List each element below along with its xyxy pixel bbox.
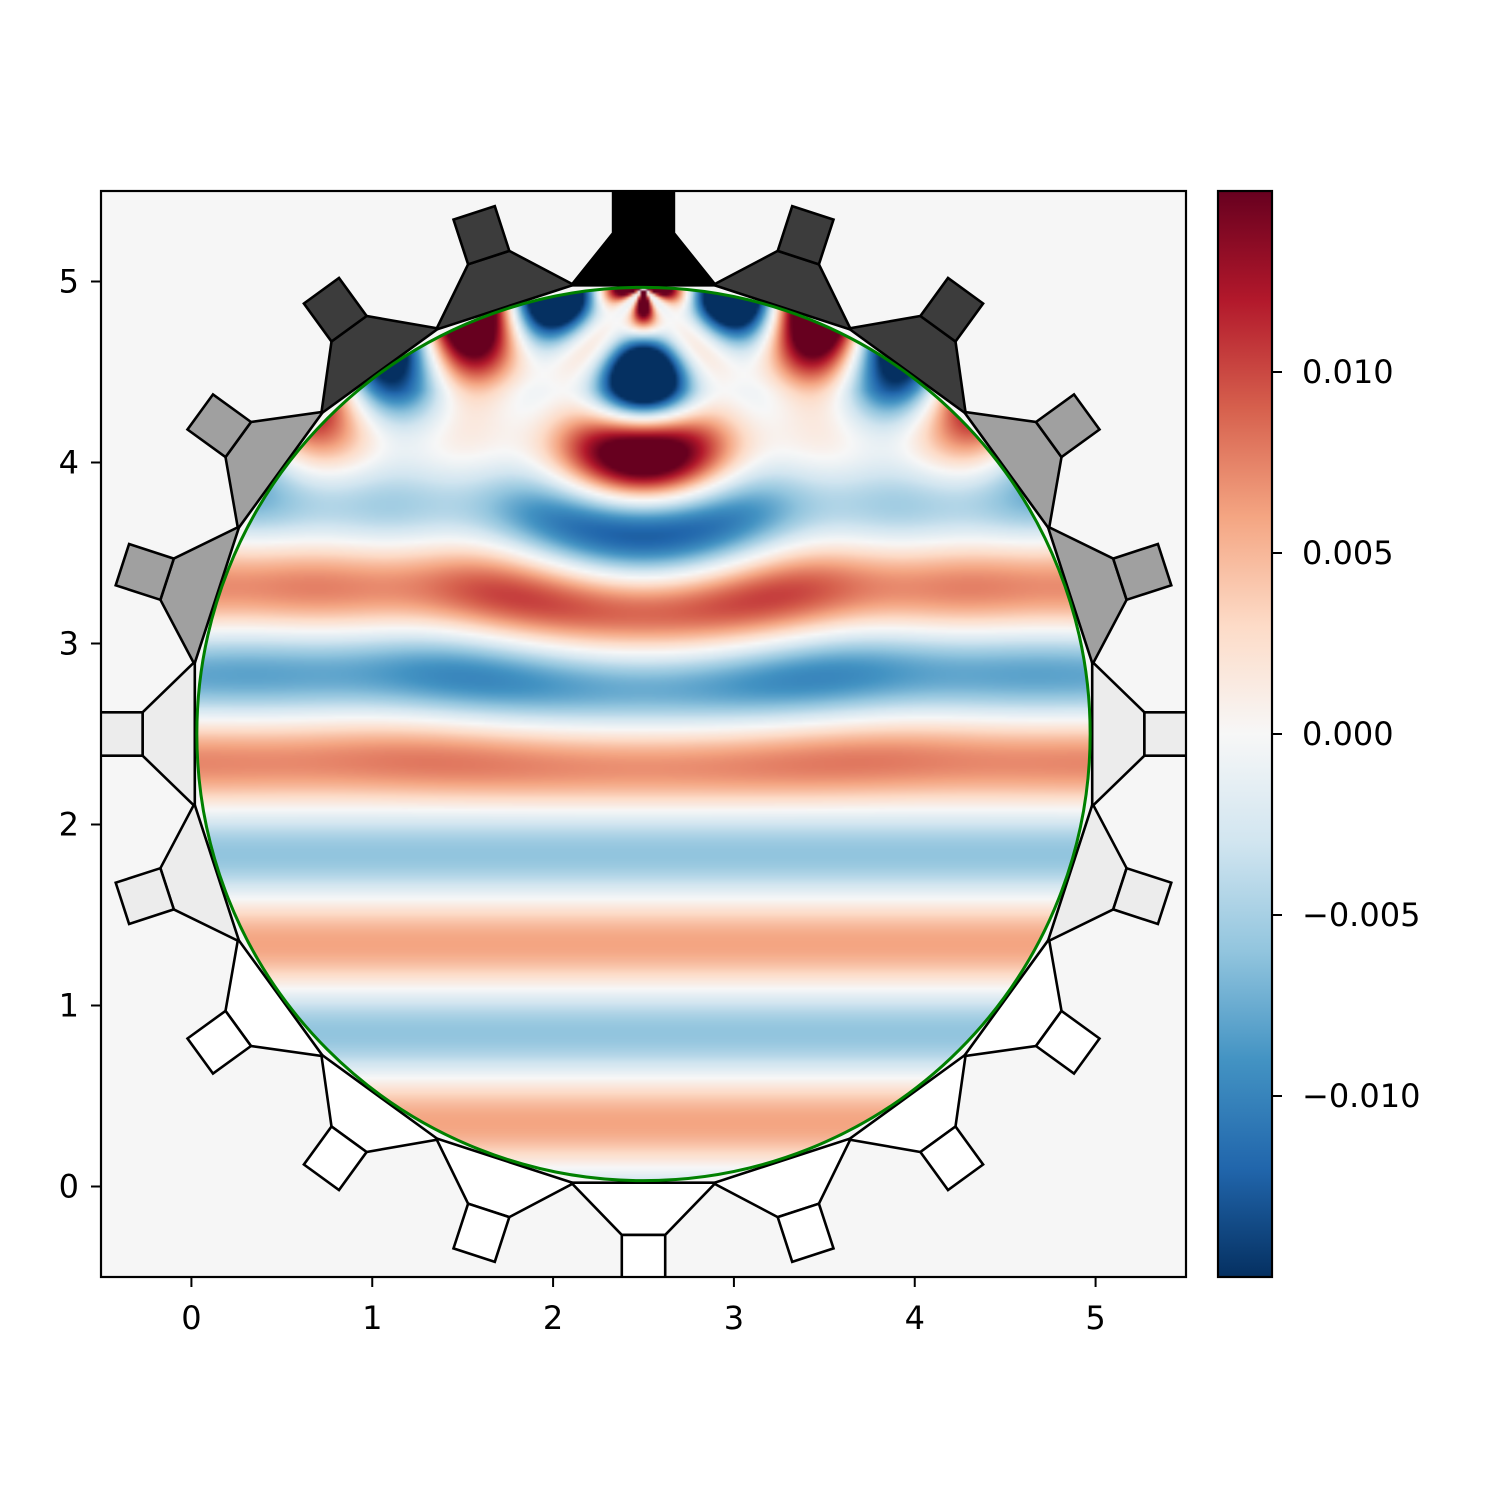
x-tick-label: 2 bbox=[543, 1299, 563, 1337]
y-tick-label: 2 bbox=[59, 806, 79, 844]
electrode-pad bbox=[776, 204, 836, 266]
electrode bbox=[709, 204, 854, 332]
y-tick-label: 0 bbox=[59, 1168, 79, 1206]
wave-field bbox=[196, 287, 1091, 1181]
electrode-pad bbox=[776, 1202, 836, 1264]
colorbar-tick-label: 0.010 bbox=[1302, 353, 1394, 391]
electrode-pad bbox=[918, 276, 985, 344]
electrode bbox=[433, 1136, 578, 1264]
colorbar: −0.010 −0.005 0.000 0.005 0.010 bbox=[1216, 189, 1420, 1279]
y-tick-label: 3 bbox=[59, 625, 79, 663]
electrode-pad bbox=[1111, 866, 1173, 926]
electrode bbox=[114, 800, 242, 944]
electrode bbox=[101, 658, 197, 810]
electrode-pad bbox=[1143, 710, 1186, 758]
electrode-pad bbox=[185, 392, 253, 459]
colorbar-tick-label: 0.000 bbox=[1302, 715, 1394, 753]
electrode-ring bbox=[101, 191, 1186, 1277]
x-tick-label: 5 bbox=[1085, 1299, 1105, 1337]
electrode bbox=[961, 935, 1102, 1076]
electrode bbox=[302, 276, 442, 417]
electrode-pad bbox=[451, 204, 511, 266]
colorbar-gradient bbox=[1218, 191, 1272, 1277]
electrode-pad bbox=[1034, 1009, 1102, 1076]
electrode-pad bbox=[302, 1124, 369, 1192]
x-tick-label: 1 bbox=[362, 1299, 382, 1337]
electrode-pad bbox=[1034, 392, 1102, 459]
electrode bbox=[114, 524, 242, 668]
electrode-pad bbox=[1111, 542, 1173, 602]
electrode bbox=[568, 1181, 719, 1277]
electrode-pad bbox=[114, 866, 176, 926]
electrode-pad bbox=[302, 276, 369, 344]
colorbar-axis: −0.010 −0.005 0.000 0.005 0.010 bbox=[1272, 353, 1420, 1115]
electrode-pad bbox=[620, 1233, 667, 1277]
electrode bbox=[1090, 658, 1186, 810]
electrode-pad bbox=[918, 1124, 985, 1192]
colorbar-tick-label: −0.010 bbox=[1302, 1077, 1420, 1115]
electrode-pad bbox=[451, 1202, 511, 1264]
x-axis: 0 1 2 3 4 5 bbox=[181, 1277, 1106, 1337]
plot-axes: 0 1 2 3 4 5 0 1 2 3 4 5 bbox=[59, 189, 1188, 1337]
electrode bbox=[185, 935, 326, 1076]
electrode-pad bbox=[101, 710, 144, 758]
electrode bbox=[845, 276, 985, 417]
y-axis: 0 1 2 3 4 5 bbox=[59, 263, 101, 1206]
electrode bbox=[845, 1051, 985, 1192]
electrode bbox=[1045, 800, 1173, 944]
electrode bbox=[302, 1051, 442, 1192]
electrode bbox=[1045, 524, 1173, 668]
colorbar-tick-label: −0.005 bbox=[1302, 896, 1420, 934]
electrode bbox=[185, 392, 326, 533]
electrode bbox=[709, 1136, 854, 1264]
colorbar-tick-label: 0.005 bbox=[1302, 534, 1394, 572]
electrode bbox=[433, 204, 578, 332]
electrode bbox=[961, 392, 1102, 533]
y-tick-label: 4 bbox=[59, 444, 79, 482]
wave-field-image bbox=[196, 287, 1091, 1181]
electrode-pad bbox=[185, 1009, 253, 1076]
x-tick-label: 4 bbox=[905, 1299, 925, 1337]
y-tick-label: 1 bbox=[59, 987, 79, 1025]
x-tick-label: 3 bbox=[724, 1299, 744, 1337]
x-tick-label: 0 bbox=[181, 1299, 201, 1337]
plot-frame bbox=[99, 189, 1188, 1279]
electrode-pad bbox=[114, 542, 176, 602]
y-tick-label: 5 bbox=[59, 263, 79, 301]
domain-outline bbox=[195, 285, 1092, 1183]
